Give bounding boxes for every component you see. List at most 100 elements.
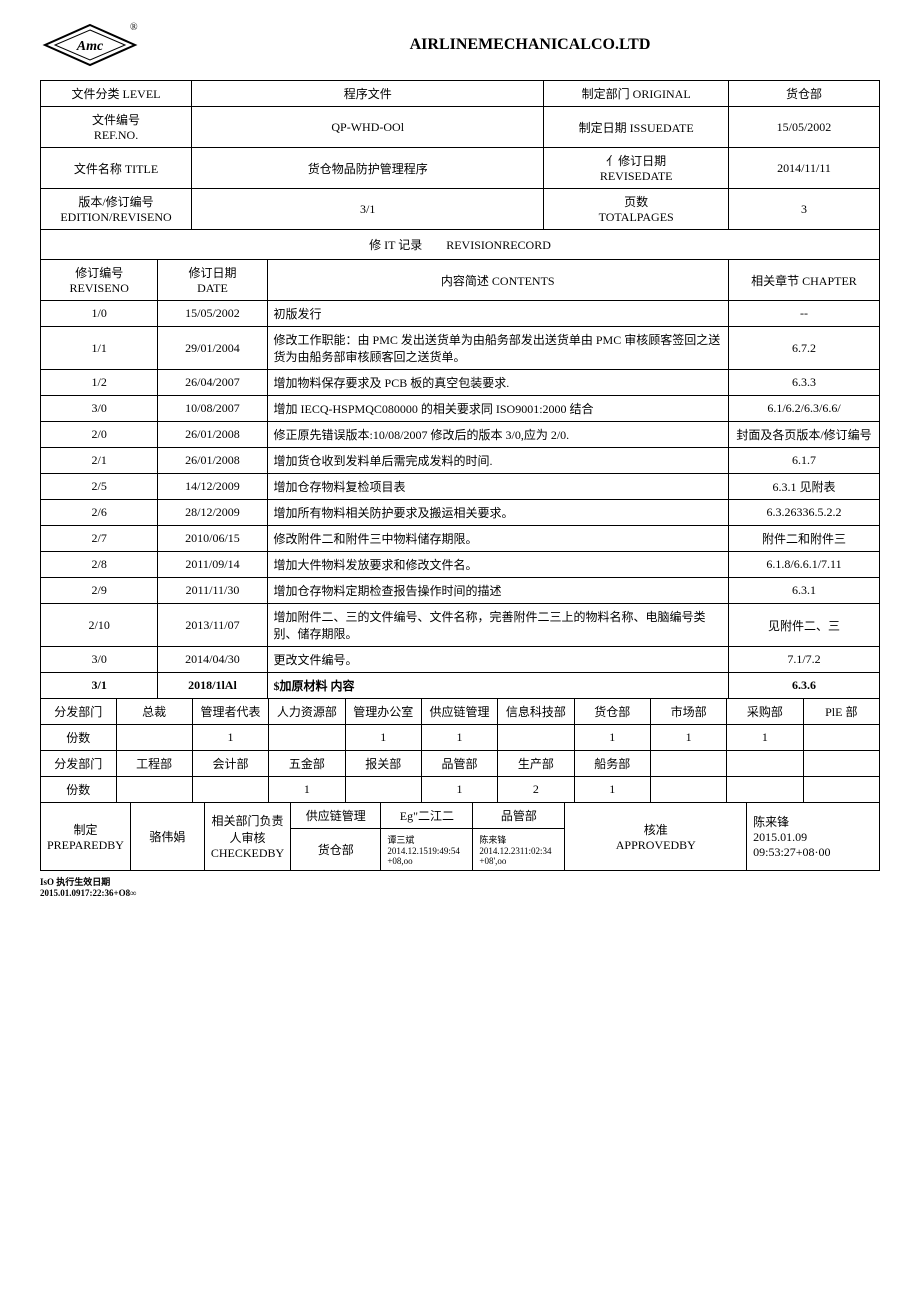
rev-date: 15/05/2002 xyxy=(158,301,267,327)
checked-r1c1: 供应链管理 xyxy=(291,803,381,829)
original-value: 货仓部 xyxy=(728,81,879,107)
dist-dept: 总裁 xyxy=(116,699,192,725)
dist-count xyxy=(269,725,345,751)
rev-chapter: 7.1/7.2 xyxy=(728,647,879,673)
rev-no: 2/1 xyxy=(41,448,158,474)
rev-contents: 更改文件编号。 xyxy=(267,647,728,673)
approval-table: 制定 PREPAREDBY 骆伟娟 相关部门负责人审核 CHECKEDBY 供应… xyxy=(40,802,880,871)
dist-dept: 生产部 xyxy=(498,751,574,777)
dist-dept: 船务部 xyxy=(574,751,650,777)
dist-count xyxy=(192,777,268,803)
rev-no: 2/7 xyxy=(41,526,158,552)
revision-table: 修 IT 记录 REVISIONRECORD 修订编号 REVISENO 修订日… xyxy=(40,229,880,699)
rev-no: 2/5 xyxy=(41,474,158,500)
rev-contents: 增加所有物料相关防护要求及搬运相关要求。 xyxy=(267,500,728,526)
revision-title: 修 IT 记录 REVISIONRECORD xyxy=(41,230,880,260)
dist-dept: 报关部 xyxy=(345,751,421,777)
dist-count: 1 xyxy=(574,777,650,803)
dist-dept: 管理办公室 xyxy=(345,699,421,725)
rev-date: 28/12/2009 xyxy=(158,500,267,526)
rev-no: 1/2 xyxy=(41,370,158,396)
revisedate-label: 亻修订日期 REVISEDATE xyxy=(544,148,729,189)
rev-chapter: 见附件二、三 xyxy=(728,604,879,647)
svg-text:®: ® xyxy=(130,22,138,33)
revision-row: 1/226/04/2007增加物料保存要求及 PCB 板的真空包装要求.6.3.… xyxy=(41,370,880,396)
dist-count xyxy=(116,777,192,803)
revision-row: 2/026/01/2008修正原先错误版本:10/08/2007 修改后的版本 … xyxy=(41,422,880,448)
rev-chapter: 6.7.2 xyxy=(728,327,879,370)
dist-count: 1 xyxy=(345,725,421,751)
dist-dept: 人力资源部 xyxy=(269,699,345,725)
rev-chapter: -- xyxy=(728,301,879,327)
rev-date: 2018/1lAl xyxy=(158,673,267,699)
rev-date: 2014/04/30 xyxy=(158,647,267,673)
company-logo: Amc ® xyxy=(40,20,140,70)
rev-chapter: 6.3.3 xyxy=(728,370,879,396)
rev-header-contents: 内容简述 CONTENTS xyxy=(267,260,728,301)
rev-date: 26/01/2008 xyxy=(158,422,267,448)
rev-contents: 增加物料保存要求及 PCB 板的真空包装要求. xyxy=(267,370,728,396)
revision-row: 2/102013/11/07增加附件二、三的文件编号、文件名称，完善附件二三上的… xyxy=(41,604,880,647)
dist-dept xyxy=(727,751,803,777)
dist-dept: 供应链管理 xyxy=(421,699,497,725)
doc-header-table: 文件分类 LEVEL 程序文件 制定部门 ORIGINAL 货仓部 文件编号 R… xyxy=(40,80,880,230)
rev-header-date: 修订日期 DATE xyxy=(158,260,267,301)
revision-row: 2/82011/09/14增加大件物料发放要求和修改文件名。6.1.8/6.6.… xyxy=(41,552,880,578)
issuedate-label: 制定日期 ISSUEDATE xyxy=(544,107,729,148)
revision-row: 2/126/01/2008增加货仓收到发料单后需完成发料的时间.6.1.7 xyxy=(41,448,880,474)
rev-no: 1/0 xyxy=(41,301,158,327)
revisedate-value: 2014/11/11 xyxy=(728,148,879,189)
rev-chapter: 附件二和附件三 xyxy=(728,526,879,552)
rev-no: 2/0 xyxy=(41,422,158,448)
approved-value: 陈来锋 2015.01.09 09:53:27+08·00 xyxy=(747,803,880,871)
revision-row: 3/02014/04/30更改文件编号。7.1/7.2 xyxy=(41,647,880,673)
dist-count xyxy=(345,777,421,803)
dist-count xyxy=(116,725,192,751)
prepared-value: 骆伟娟 xyxy=(130,803,204,871)
revision-row: 3/010/08/2007增加 IECQ-HSPMQC080000 的相关要求同… xyxy=(41,396,880,422)
dist-count: 1 xyxy=(421,777,497,803)
rev-contents: 增加 IECQ-HSPMQC080000 的相关要求同 ISO9001:2000… xyxy=(267,396,728,422)
edition-label: 版本/修订编号 EDITION/REVISENO xyxy=(41,189,192,230)
dist-dept xyxy=(803,751,879,777)
rev-contents: 修正原先错误版本:10/08/2007 修改后的版本 3/0,应为 2/0. xyxy=(267,422,728,448)
rev-contents: 初版发行 xyxy=(267,301,728,327)
pages-value: 3 xyxy=(728,189,879,230)
rev-no: 2/10 xyxy=(41,604,158,647)
rev-date: 26/04/2007 xyxy=(158,370,267,396)
rev-no: 1/1 xyxy=(41,327,158,370)
dist-dept-label: 分发部门 xyxy=(41,751,117,777)
rev-date: 2011/11/30 xyxy=(158,578,267,604)
rev-date: 2013/11/07 xyxy=(158,604,267,647)
dist-dept: 市场部 xyxy=(650,699,726,725)
checked-r1c2: Eg"二江二 xyxy=(381,803,473,829)
rev-contents: 修改附件二和附件三中物料储存期限。 xyxy=(267,526,728,552)
rev-chapter: 6.3.1 见附表 xyxy=(728,474,879,500)
checked-r2c3: 陈来锋 2014.12.2311:02:34 +08',oo xyxy=(473,829,565,871)
dist-count: 1 xyxy=(574,725,650,751)
rev-contents: 修改工作职能：由 PMC 发出送货单为由船务部发出送货单由 PMC 审核顾客签回… xyxy=(267,327,728,370)
rev-contents: 增加附件二、三的文件编号、文件名称，完善附件二三上的物料名称、电脑编号类别、储存… xyxy=(267,604,728,647)
rev-chapter: 6.3.1 xyxy=(728,578,879,604)
rev-date: 26/01/2008 xyxy=(158,448,267,474)
revision-row: 1/015/05/2002初版发行-- xyxy=(41,301,880,327)
dist-count xyxy=(650,777,726,803)
dist-count: 1 xyxy=(727,725,803,751)
level-value: 程序文件 xyxy=(192,81,544,107)
dist-dept: 信息科技部 xyxy=(498,699,574,725)
rev-contents: 增加仓存物料定期检查报告操作时间的描述 xyxy=(267,578,728,604)
revision-row: 3/12018/1lAl$加原材料 内容6.3.6 xyxy=(41,673,880,699)
dist-dept: 品管部 xyxy=(421,751,497,777)
edition-value: 3/1 xyxy=(192,189,544,230)
level-label: 文件分类 LEVEL xyxy=(41,81,192,107)
rev-date: 14/12/2009 xyxy=(158,474,267,500)
refno-label: 文件编号 REF.NO. xyxy=(41,107,192,148)
pages-label: 页数 TOTALPAGES xyxy=(544,189,729,230)
approved-label: 核准 APPROVEDBY xyxy=(565,803,747,871)
title-label: 文件名称 TITLE xyxy=(41,148,192,189)
dist-dept: 工程部 xyxy=(116,751,192,777)
checked-label: 相关部门负责人审核 CHECKEDBY xyxy=(204,803,290,871)
prepared-label: 制定 PREPAREDBY xyxy=(41,803,131,871)
rev-header-chapter: 相关章节 CHAPTER xyxy=(728,260,879,301)
checked-r1c3: 品管部 xyxy=(473,803,565,829)
